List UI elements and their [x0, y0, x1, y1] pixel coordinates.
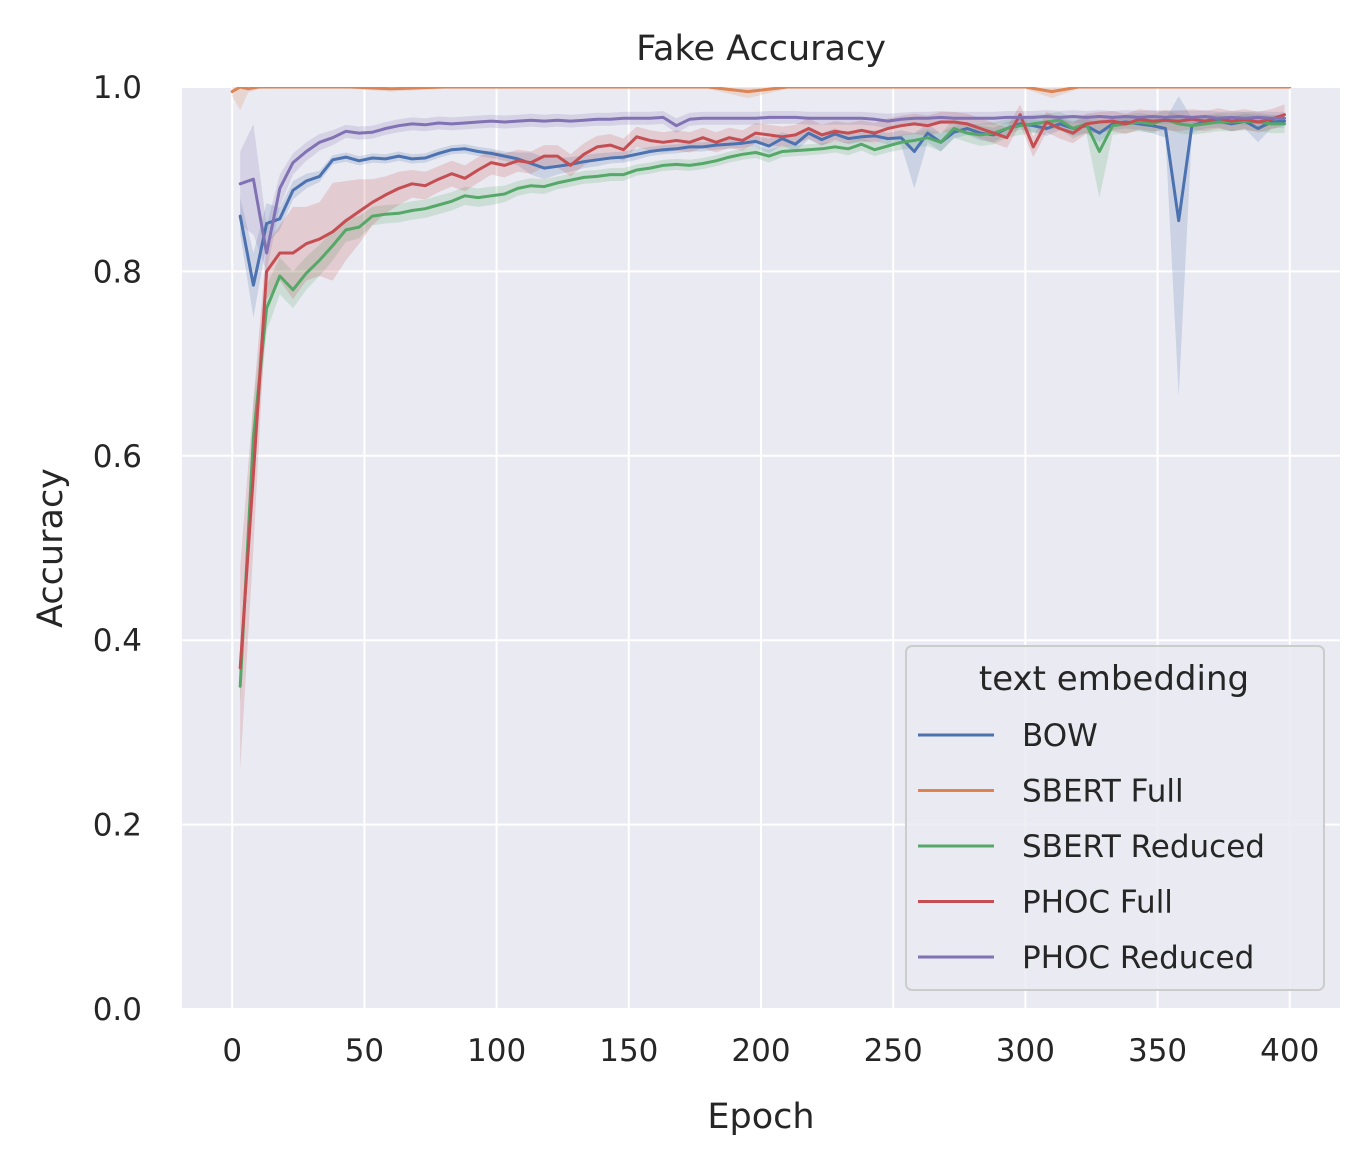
x-tick-label: 0: [222, 1033, 242, 1069]
x-tick-label: 200: [731, 1033, 790, 1069]
x-tick-label: 300: [996, 1033, 1055, 1069]
x-tick-label: 150: [599, 1033, 658, 1069]
legend: text embedding BOW SBERT Full SBERT Reduce…: [905, 645, 1325, 991]
y-tick-label: 0.8: [93, 254, 142, 290]
x-tick-label: 250: [864, 1033, 923, 1069]
chart-title: Fake Accuracy: [636, 29, 886, 69]
x-tick-label: 100: [467, 1033, 526, 1069]
y-tick-label: 1.0: [93, 70, 142, 106]
series-line-bow: [238, 119, 1286, 287]
x-tick-label: 400: [1260, 1033, 1319, 1069]
series-line-phoc-full: [238, 113, 1286, 670]
y-tick-label: 0.4: [93, 623, 142, 659]
legend-items: BOW SBERT Full SBERT Reduced PHOC Full PHOC …: [918, 718, 1265, 976]
series-line-phoc-reduced: [238, 115, 1286, 255]
y-tick-label: 0.2: [93, 808, 142, 844]
x-axis-label: Epoch: [707, 1097, 814, 1137]
y-axis-label: Accuracy: [31, 468, 71, 628]
confidence-bands: [232, 87, 1290, 770]
legend-label-sbert-full: SBERT Full: [1022, 774, 1184, 810]
series-line-sbert-full: [230, 87, 1292, 94]
legend-label-phoc-reduced: PHOC Reduced: [1022, 940, 1254, 976]
legend-label-phoc-full: PHOC Full: [1022, 885, 1173, 921]
y-tick-labels: 0.0 0.2 0.4 0.6 0.8 1.0: [93, 70, 142, 1028]
legend-label-bow: BOW: [1022, 718, 1098, 754]
x-tick-label: 350: [1128, 1033, 1187, 1069]
confidence-band-phoc-reduced: [240, 110, 1285, 272]
y-tick-label: 0.0: [93, 992, 142, 1028]
confidence-band-bow: [240, 96, 1285, 396]
confidence-band-sbert-full: [232, 87, 1290, 111]
x-tick-label: 50: [345, 1033, 384, 1069]
y-tick-label: 0.6: [93, 439, 142, 475]
series-lines: [230, 87, 1292, 688]
x-tick-labels: 0 50 100 150 200 250 300 350 400: [222, 1033, 1319, 1069]
legend-box: [905, 645, 1325, 991]
legend-label-sbert-reduced: SBERT Reduced: [1022, 829, 1265, 865]
series-line-sbert-reduced: [238, 117, 1286, 688]
legend-title: text embedding: [979, 659, 1249, 699]
